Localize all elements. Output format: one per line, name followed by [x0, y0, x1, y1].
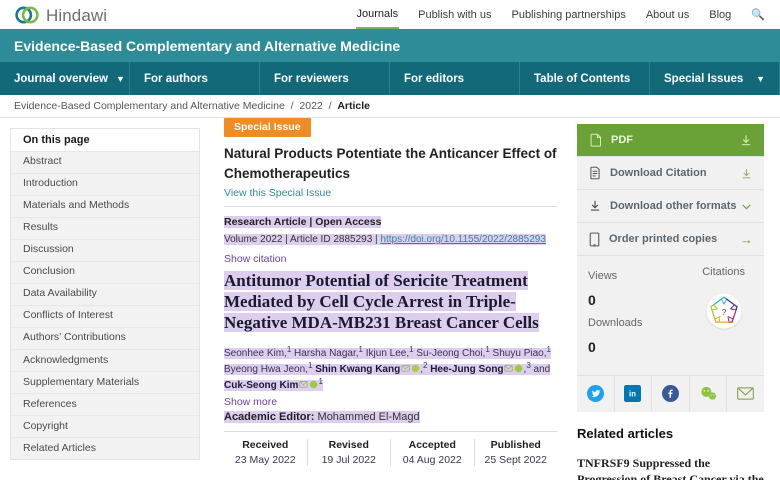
svg-text:?: ? [721, 307, 726, 317]
svg-text:in: in [629, 390, 636, 399]
